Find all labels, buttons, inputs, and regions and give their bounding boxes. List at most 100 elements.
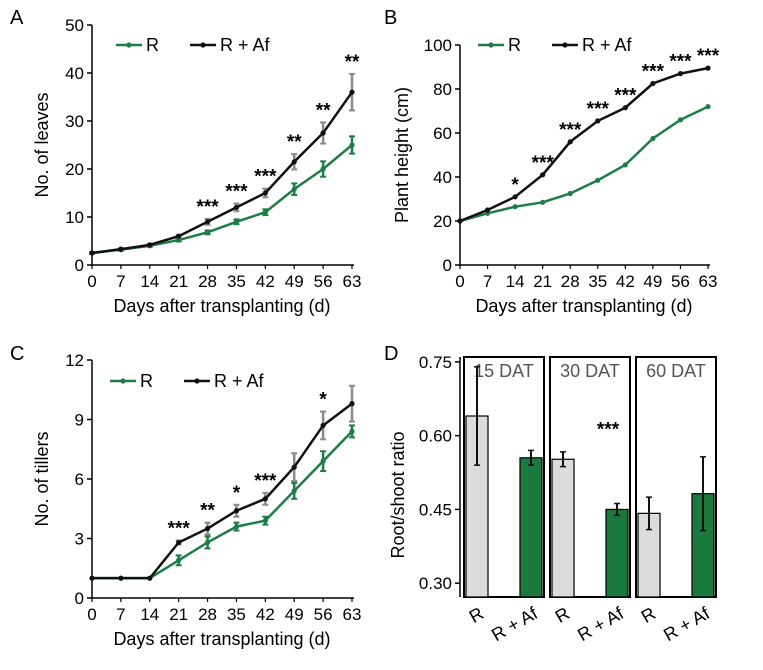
y-tick-label: 100 <box>424 36 452 55</box>
y-tick-label: 60 <box>433 124 452 143</box>
y-tick-label: 20 <box>65 160 84 179</box>
x-tick-label: 21 <box>533 272 552 291</box>
legend-marker-r-af <box>194 378 200 384</box>
chart-a: 0 10 20 30 40 50 0 7 14 21 28 35 42 49 56 63 Days after … <box>32 16 361 316</box>
x-tick-label: 56 <box>314 605 333 624</box>
significance-label: ** <box>287 132 302 153</box>
data-point <box>118 575 124 581</box>
data-point <box>540 199 546 205</box>
legend-label-r: R <box>140 371 153 391</box>
legend-marker-r <box>126 42 132 48</box>
x-tick-label: 63 <box>343 605 362 624</box>
bar-r <box>551 458 575 598</box>
data-point <box>595 177 601 183</box>
series-line-r <box>459 105 709 223</box>
significance-label: *** <box>559 120 582 141</box>
series-line-r-af <box>92 402 353 580</box>
x-tick-label: 35 <box>588 272 607 291</box>
data-point <box>262 518 268 524</box>
data-point <box>320 458 326 464</box>
bar-r-af <box>519 457 543 598</box>
legend-marker-r-af <box>562 42 568 48</box>
x-tick-label: 49 <box>285 272 304 291</box>
data-point <box>650 135 656 142</box>
data-point <box>204 229 211 235</box>
x-tick-label: 56 <box>314 272 333 291</box>
series-line-r <box>91 144 353 255</box>
significance-label: ** <box>200 501 215 522</box>
significance-label: *** <box>225 182 248 203</box>
y-axis-label: No. of tillers <box>32 431 52 526</box>
data-point <box>176 233 182 239</box>
y-tick-label: 80 <box>433 80 452 99</box>
x-tick-label: 0 <box>455 272 464 291</box>
x-tick-label: 14 <box>140 605 159 624</box>
y-tick-label: 30 <box>65 112 84 131</box>
data-point <box>176 237 182 243</box>
bar-category-label: R <box>466 603 487 627</box>
data-point <box>677 117 684 123</box>
significance-label: *** <box>196 197 219 218</box>
legend-label-r: R <box>146 35 159 55</box>
y-tick-label: 6 <box>75 470 84 489</box>
data-point <box>349 142 355 148</box>
significance-label: *** <box>587 99 610 120</box>
data-point <box>89 250 95 256</box>
group-label: 30 DAT <box>560 361 620 381</box>
x-tick-label: 49 <box>643 272 662 291</box>
y-tick-label: 40 <box>65 64 84 83</box>
data-point <box>320 166 326 172</box>
x-tick-label: 0 <box>87 272 96 291</box>
data-point <box>567 190 573 197</box>
legend-label-r-af: R + Af <box>582 35 633 55</box>
x-tick-label: 49 <box>285 605 304 624</box>
data-point <box>204 219 211 225</box>
bar-category-label: R <box>552 603 573 627</box>
y-axis-label: Plant height (cm) <box>392 87 412 223</box>
x-tick-label: 35 <box>227 605 246 624</box>
data-point <box>512 194 518 200</box>
data-point <box>705 65 711 71</box>
group-frame <box>549 356 631 598</box>
x-axis-label: Days after transplanting (d) <box>113 296 330 316</box>
data-point <box>291 186 297 192</box>
x-tick-label: 63 <box>699 272 718 291</box>
data-point <box>176 557 182 563</box>
x-tick-label: 14 <box>506 272 525 291</box>
legend-label-r: R <box>508 35 521 55</box>
panel-label-b: B <box>384 7 397 29</box>
x-tick-label: 14 <box>140 272 159 291</box>
data-point <box>677 71 684 77</box>
data-point <box>291 159 297 165</box>
x-tick-label: 63 <box>343 272 362 291</box>
x-tick-label: 28 <box>561 272 580 291</box>
significance-label: *** <box>697 46 720 67</box>
legend-marker-r-af <box>200 42 206 48</box>
x-tick-label: 7 <box>116 272 125 291</box>
bar-category-label: R + Af <box>660 603 714 646</box>
data-point <box>349 89 355 95</box>
group-label: 60 DAT <box>646 361 706 381</box>
significance-label: *** <box>532 153 555 174</box>
panel-label-d: D <box>384 343 398 365</box>
significance-label: *** <box>669 52 692 73</box>
data-point <box>622 105 628 111</box>
x-tick-label: 28 <box>198 272 217 291</box>
legend-marker-r <box>120 378 126 384</box>
x-tick-label: 42 <box>616 272 635 291</box>
group-frame <box>635 356 717 598</box>
group-label: 15 DAT <box>474 361 534 381</box>
data-point <box>650 80 656 87</box>
y-tick-label: 3 <box>75 530 84 549</box>
data-point <box>320 130 326 136</box>
bar-category-label: R + Af <box>488 603 542 646</box>
data-point <box>233 508 240 514</box>
y-tick-label: 40 <box>433 168 452 187</box>
data-point <box>595 118 601 124</box>
data-point <box>320 422 326 429</box>
data-point <box>147 242 153 248</box>
significance-label: ** <box>316 100 331 121</box>
x-tick-label: 35 <box>227 272 246 291</box>
